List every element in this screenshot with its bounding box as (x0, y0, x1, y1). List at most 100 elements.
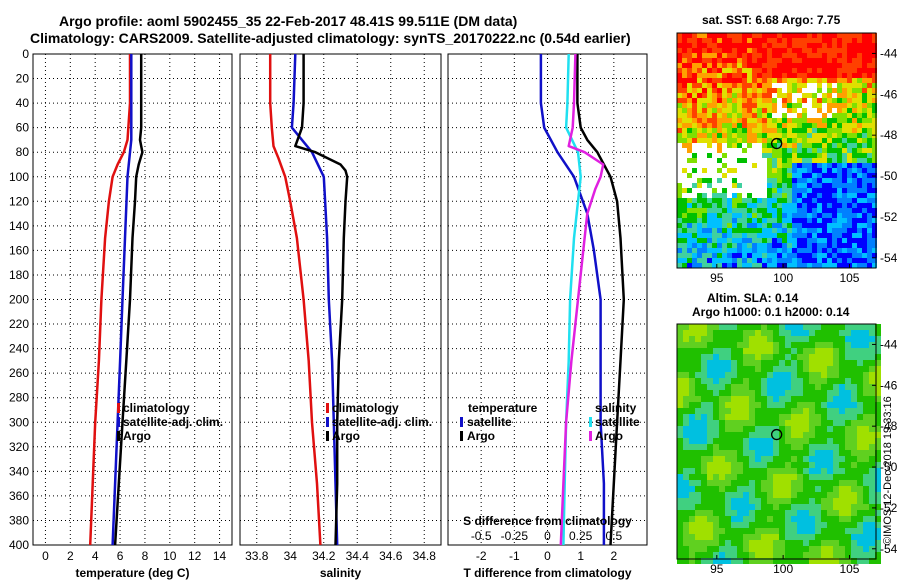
map-cell (815, 366, 821, 372)
map-cell (837, 53, 842, 58)
map-cell (809, 492, 815, 498)
map-cell (687, 233, 692, 238)
map-cell (683, 342, 689, 348)
map-cell (803, 384, 809, 390)
map-cell (755, 492, 761, 498)
map-cell (803, 408, 809, 414)
map-cell (867, 233, 872, 238)
map-cell (747, 158, 752, 163)
map-cell (839, 456, 845, 462)
map-cell (683, 378, 689, 384)
map-cell (725, 456, 731, 462)
map-cell (777, 188, 782, 193)
map-cell (725, 552, 731, 558)
map-cell (852, 248, 857, 253)
map-cell (862, 213, 867, 218)
map-cell (827, 203, 832, 208)
map-cell (757, 43, 762, 48)
map-cell (815, 552, 821, 558)
map-cell (807, 153, 812, 158)
map-cell (747, 263, 752, 268)
series-line-argo (113, 54, 144, 546)
map-cell (737, 98, 742, 103)
map-cell (757, 153, 762, 158)
map-cell (697, 73, 702, 78)
map-cell (742, 153, 747, 158)
map-cell (773, 462, 779, 468)
map-cell (695, 342, 701, 348)
map-cell (851, 378, 857, 384)
map-cell (827, 330, 833, 336)
map-cell (772, 143, 777, 148)
map-cell (797, 540, 803, 546)
map-cell (869, 462, 875, 468)
map-cell (762, 168, 767, 173)
map-cell (731, 516, 737, 522)
map-cell (772, 63, 777, 68)
map-cell (692, 233, 697, 238)
map-cell (755, 348, 761, 354)
map-cell (697, 88, 702, 93)
copyright-side-label: ©IMOS 12-Dec-2018 19:33:16 (882, 396, 894, 545)
map-cell (852, 238, 857, 243)
map-cell (773, 444, 779, 450)
map-cell (833, 336, 839, 342)
x-tick-label: 34.8 (413, 549, 437, 563)
map-cell (757, 138, 762, 143)
map-cell (719, 366, 725, 372)
map-frame (676, 32, 877, 269)
map-cell (717, 218, 722, 223)
map-cell (682, 243, 687, 248)
map-cell (689, 546, 695, 552)
depth-tick-label: 140 (9, 219, 29, 233)
map-cell (689, 330, 695, 336)
map-cell (821, 414, 827, 420)
map-cell (743, 540, 749, 546)
map-cell (772, 198, 777, 203)
map-cell (779, 348, 785, 354)
x-tick-label: 34 (284, 549, 298, 563)
map-cell (785, 498, 791, 504)
map-cell (857, 510, 863, 516)
map-cell (747, 163, 752, 168)
map-cell (687, 168, 692, 173)
map-cell (731, 366, 737, 372)
map-cell (827, 113, 832, 118)
map-cell (782, 223, 787, 228)
map-cell (779, 540, 785, 546)
map-cell (875, 342, 881, 348)
map-cell (772, 253, 777, 258)
map-cell (777, 168, 782, 173)
map-cell (802, 263, 807, 268)
map-cell (692, 263, 697, 268)
map-cell (732, 228, 737, 233)
map-cell (857, 73, 862, 78)
map-cell (832, 48, 837, 53)
map-cell (722, 133, 727, 138)
map-cell (782, 228, 787, 233)
map-cell (857, 336, 863, 342)
map-cell (851, 360, 857, 366)
map-cell (692, 258, 697, 263)
map-cell (707, 153, 712, 158)
map-cell (782, 98, 787, 103)
map-cell (722, 218, 727, 223)
map-cell (727, 78, 732, 83)
map-cell (837, 63, 842, 68)
map-cell (785, 426, 791, 432)
map-cell (702, 183, 707, 188)
map-cell (682, 103, 687, 108)
map-cell (707, 73, 712, 78)
map-cell (737, 188, 742, 193)
map-cell (747, 98, 752, 103)
map-cell (719, 420, 725, 426)
map-cell (857, 540, 863, 546)
map-cell (737, 58, 742, 63)
map-cell (807, 263, 812, 268)
map-cell (767, 378, 773, 384)
x-tick-label: 8 (142, 549, 149, 563)
map-cell (862, 98, 867, 103)
map-cell (812, 253, 817, 258)
map-cell (767, 68, 772, 73)
map-cell (857, 88, 862, 93)
